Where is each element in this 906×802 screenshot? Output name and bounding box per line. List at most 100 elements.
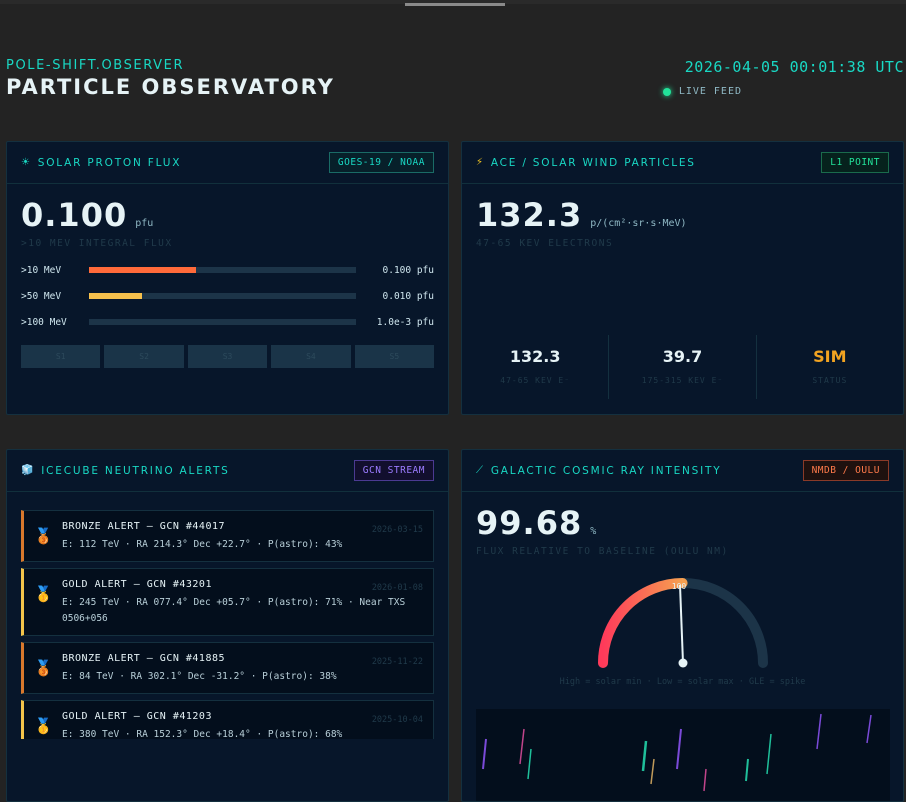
ace-stat-caption: STATUS [812, 376, 848, 385]
alert-detail: E: 112 TeV · RA 214.3° Dec +22.7° · P(as… [62, 539, 343, 550]
proton-body: 0.100 pfu >10 MEV INTEGRAL FLUX >10 MeV 0… [7, 184, 448, 368]
flux-bar-fill [89, 267, 196, 273]
source-tag[interactable]: L1 POINT [821, 152, 889, 173]
gauge-caption: High = solar min · Low = solar max · GLE… [559, 677, 806, 687]
cosmic-ray-stream [476, 709, 890, 801]
ray-streak [703, 768, 707, 792]
neutrino-alert-item[interactable]: 🥇 GOLD ALERT — GCN #43201 E: 245 TeV · RA … [21, 568, 434, 636]
panel-title: ⚡ ACE / SOLAR WIND PARTICLES [476, 157, 696, 169]
gauge-fill [598, 578, 688, 668]
proton-value-unit: pfu [135, 218, 154, 229]
ice-cube-icon: 🧊 [21, 465, 36, 476]
alert-date: 2026-03-15 [371, 525, 423, 535]
source-tag[interactable]: GCN STREAM [353, 460, 434, 481]
storm-scale-cell: S2 [104, 345, 184, 368]
gauge-pivot [678, 658, 688, 668]
storm-scale-cell: S4 [271, 345, 351, 368]
utc-clock: 2026-04-05 00:01:38 UTC [684, 58, 904, 76]
flux-bar-value: 0.010 pfu [382, 290, 434, 302]
panel-title-text: ICECUBE NEUTRINO ALERTS [41, 464, 230, 477]
alert-detail: E: 84 TeV · RA 302.1° Dec -31.2° · P(ast… [62, 671, 337, 682]
ray-streak [816, 713, 822, 750]
ace-panel: ⚡ ACE / SOLAR WIND PARTICLES L1 POINT 13… [461, 141, 904, 415]
alert-detail: E: 245 TeV · RA 077.4° Dec +05.7° · P(as… [62, 597, 406, 624]
gauge-needle [679, 584, 684, 664]
source-tag[interactable]: NMDB / OULU [802, 460, 889, 481]
flux-bar-track [89, 293, 356, 299]
flux-bar-value: 0.100 pfu [382, 264, 434, 276]
ray-streak [527, 748, 532, 780]
alert-text: GOLD ALERT — GCN #41203 E: 380 TeV · RA 1… [62, 711, 342, 739]
icecube-panel: 🧊 ICECUBE NEUTRINO ALERTS GCN STREAM 🥉 BR… [6, 449, 449, 802]
alert-date: 2025-10-04 [371, 715, 423, 725]
flux-bar-track [89, 319, 356, 325]
alert-text: BRONZE ALERT — GCN #41885 E: 84 TeV · RA … [62, 653, 337, 685]
brand-name: POLE-SHIFT.OBSERVER [6, 58, 185, 73]
ace-stat-caption: 47-65 KEV E⁻ [500, 376, 571, 385]
ace-stats: 132.3 47-65 KEV E⁻ 39.7 175-315 KEV E⁻ SIM ST… [462, 335, 903, 399]
cosmic-value: 99.68 % [476, 504, 889, 542]
medal-icon: 🥇 [34, 585, 53, 603]
lightning-icon: ⚡ [476, 157, 485, 168]
intensity-gauge: 100 [598, 578, 768, 668]
alert-date: 2025-11-22 [371, 657, 423, 667]
alert-title: GOLD ALERT — GCN #41203 [62, 711, 212, 722]
panel-title-text: SOLAR PROTON FLUX [37, 156, 182, 169]
page-header: POLE-SHIFT.OBSERVER PARTICLE OBSERVATORY… [6, 58, 904, 108]
proton-value: 0.100 pfu [21, 196, 434, 234]
panel-title-text: ACE / SOLAR WIND PARTICLES [490, 156, 696, 169]
stream-background [476, 709, 890, 801]
medal-icon: 🥉 [34, 527, 53, 545]
neutrino-alert-item[interactable]: 🥇 GOLD ALERT — GCN #41203 E: 380 TeV · RA … [21, 700, 434, 739]
ray-streak [650, 758, 655, 785]
alert-text: GOLD ALERT — GCN #43201 E: 245 TeV · RA 0… [62, 579, 423, 627]
live-feed-indicator: LIVE FEED [662, 86, 742, 97]
panel-title-text: GALACTIC COSMIC RAY INTENSITY [490, 464, 722, 477]
ace-stat-caption: 175-315 KEV E⁻ [641, 376, 724, 385]
flux-bar-track [89, 267, 356, 273]
panel-title: ☀ SOLAR PROTON FLUX [21, 157, 181, 169]
cosmic-value-number: 99.68 [476, 504, 583, 542]
ray-streak [866, 714, 872, 744]
neutrino-alert-item[interactable]: 🥉 BRONZE ALERT — GCN #41885 E: 84 TeV · RA… [21, 642, 434, 694]
window-tab-indicator [405, 3, 505, 6]
alert-detail: E: 380 TeV · RA 152.3° Dec +18.4° · P(as… [62, 729, 343, 739]
gauge-label: 100 [672, 582, 687, 591]
panel-header: ⟋ GALACTIC COSMIC RAY INTENSITY NMDB / O… [462, 450, 903, 492]
flux-bar-label: >10 MeV [21, 264, 62, 276]
neutrino-alert-item[interactable]: 🥉 BRONZE ALERT — GCN #44017 E: 112 TeV · R… [21, 510, 434, 562]
ace-stat-value: SIM [813, 347, 847, 366]
ace-value-number: 132.3 [476, 196, 583, 234]
cosmic-body: 99.68 % FLUX RELATIVE TO BASELINE (OULU … [462, 492, 903, 687]
storm-scale-cell: S3 [187, 345, 268, 368]
proton-subtitle: >10 MEV INTEGRAL FLUX [21, 238, 173, 249]
ray-streak [641, 740, 648, 772]
ray-streak [676, 728, 682, 770]
storm-scale-cell: S1 [21, 345, 101, 368]
proton-value-number: 0.100 [21, 196, 128, 234]
ace-value-unit: p/(cm²·sr·s·MeV) [590, 218, 687, 229]
sun-icon: ☀ [21, 157, 32, 168]
ace-value: 132.3 p/(cm²·sr·s·MeV) [476, 196, 889, 234]
medal-icon: 🥉 [34, 659, 53, 677]
alert-list[interactable]: 🥉 BRONZE ALERT — GCN #44017 E: 112 TeV · R… [21, 510, 434, 739]
ray-streak [766, 733, 772, 775]
panel-header: ☀ SOLAR PROTON FLUX GOES-19 / NOAA [7, 142, 448, 184]
ace-stat: 132.3 47-65 KEV E⁻ [462, 335, 610, 399]
solar-proton-panel: ☀ SOLAR PROTON FLUX GOES-19 / NOAA 0.100… [6, 141, 449, 415]
flux-bar-value: 1.0e-3 pfu [376, 316, 434, 328]
storm-scale-cell: S5 [354, 345, 435, 368]
ace-stat-value: 39.7 [662, 347, 703, 366]
alert-title: GOLD ALERT — GCN #43201 [62, 579, 212, 590]
ray-icon: ⟋ [476, 465, 485, 476]
proton-bars: >10 MeV 0.100 pfu >50 MeV 0.010 pfu >100 MeV… [21, 257, 434, 335]
ray-streak [519, 728, 525, 765]
cosmic-ray-panel: ⟋ GALACTIC COSMIC RAY INTENSITY NMDB / O… [461, 449, 904, 802]
flux-bar-label: >50 MeV [21, 290, 62, 302]
panel-title: ⟋ GALACTIC COSMIC RAY INTENSITY [476, 465, 721, 477]
source-tag[interactable]: GOES-19 / NOAA [328, 152, 434, 173]
flux-bar-row: >100 MeV 1.0e-3 pfu [21, 309, 434, 335]
ace-subtitle: 47-65 KEV ELECTRONS [476, 238, 614, 249]
live-feed-label: LIVE FEED [678, 86, 742, 97]
panel-title: 🧊 ICECUBE NEUTRINO ALERTS [21, 465, 230, 477]
